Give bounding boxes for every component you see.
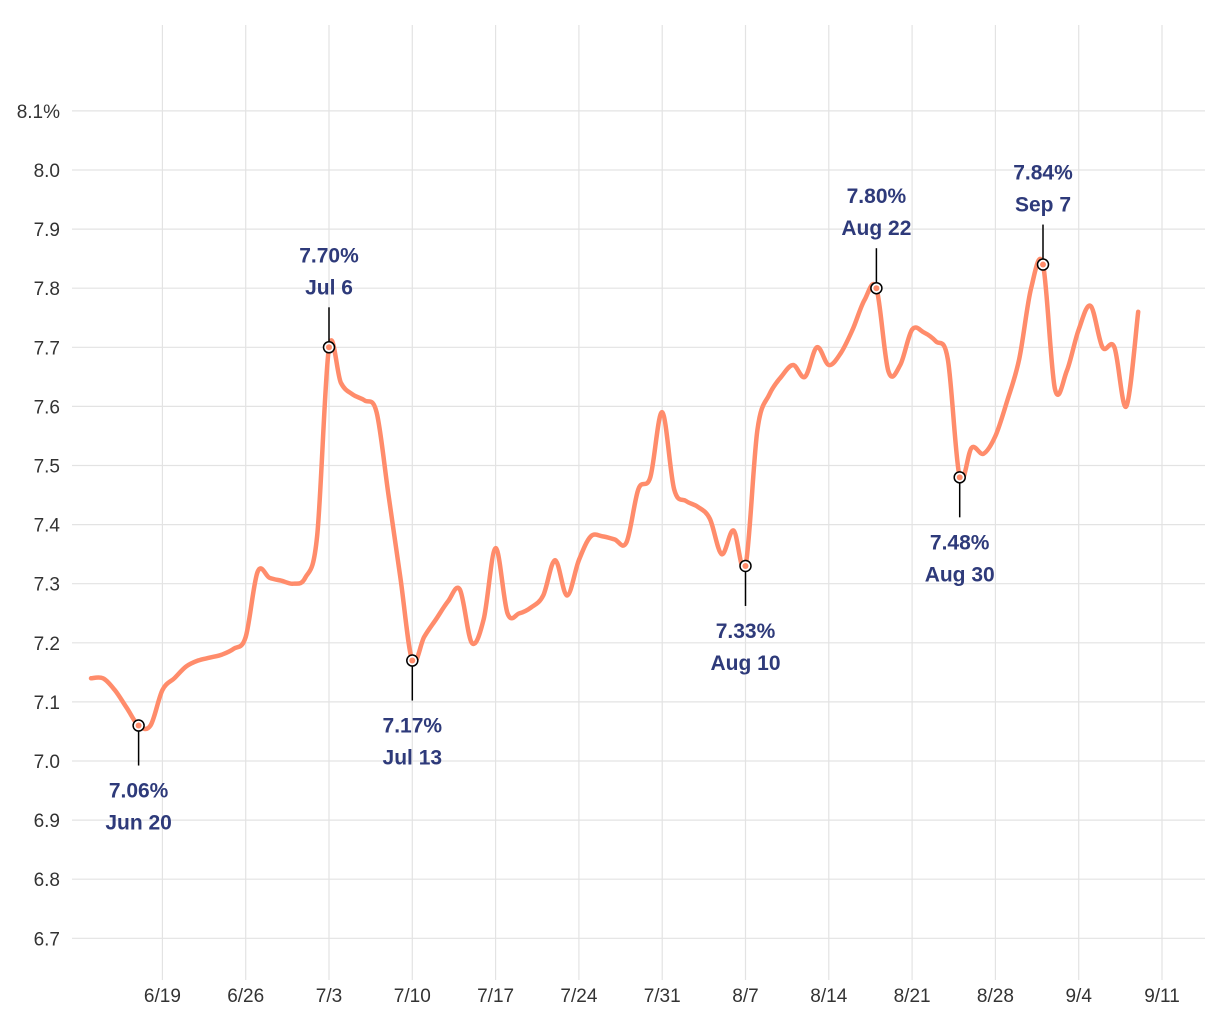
annotation-value: 7.48% — [930, 531, 990, 554]
x-tick-label: 8/14 — [810, 986, 847, 1007]
series-layer — [88, 256, 1141, 732]
y-tick-label: 7.5 — [34, 457, 60, 478]
annotation: 7.17% Jul 13 — [383, 654, 443, 770]
x-tick-label: 6/19 — [144, 986, 181, 1007]
annotation-date: Sep 7 — [1015, 194, 1071, 217]
x-tick-label: 7/3 — [316, 986, 342, 1007]
x-tick-label: 9/4 — [1065, 986, 1092, 1007]
x-tick-label: 7/24 — [560, 986, 597, 1007]
annotation-marker-fill — [135, 722, 142, 729]
annotation-date: Jul 6 — [305, 276, 353, 299]
annotation-date: Aug 10 — [710, 652, 780, 675]
y-tick-label: 7.2 — [34, 634, 60, 655]
y-tick-label: 6.7 — [34, 929, 60, 950]
annotation-marker-fill — [326, 344, 332, 351]
gridlines — [72, 25, 1205, 980]
annotation-value: 7.84% — [1013, 162, 1073, 185]
y-tick-label: 7.4 — [34, 516, 61, 537]
y-tick-label: 7.0 — [34, 752, 60, 773]
series-line — [88, 256, 1141, 732]
annotation-value: 7.17% — [383, 715, 443, 738]
x-tick-label: 8/21 — [894, 986, 931, 1007]
annotation-marker-fill — [956, 474, 963, 481]
x-tick-label: 8/7 — [732, 986, 758, 1007]
annotation-date: Jun 20 — [105, 812, 172, 835]
annotation-value: 7.80% — [847, 185, 907, 208]
annotation-marker-fill — [1040, 261, 1046, 268]
annotation-marker-fill — [409, 657, 416, 664]
annotation-value: 7.06% — [109, 780, 169, 803]
annotation: 7.48% Aug 30 — [925, 471, 995, 586]
y-tick-label: 7.1 — [34, 693, 60, 714]
annotation: 7.33% Aug 10 — [710, 559, 781, 675]
annotation: 7.06% Jun 20 — [105, 719, 172, 835]
y-tick-label: 7.8 — [34, 279, 60, 300]
annotation-date: Jul 13 — [383, 747, 443, 770]
x-tick-label: 7/31 — [644, 986, 681, 1007]
annotation-marker-fill — [873, 285, 880, 292]
x-tick-label: 7/10 — [394, 986, 431, 1007]
y-tick-label: 7.7 — [34, 338, 60, 359]
y-tick-label: 8.1% — [17, 102, 60, 123]
y-tick-label: 7.9 — [34, 220, 60, 241]
annotation: 7.70% Jul 6 — [299, 244, 359, 354]
x-tick-label: 6/26 — [227, 986, 264, 1007]
annotation: 7.84% Sep 7 — [1013, 162, 1073, 271]
x-axis-ticks: 6/19 6/26 7/3 7/10 7/17 7/24 7/31 8/7 8/14 8/21 8/… — [144, 986, 1180, 1007]
annotation-date: Aug 22 — [841, 217, 911, 240]
x-tick-label: 7/17 — [477, 986, 514, 1007]
annotations: 7.06% Jun 20 7.70% Jul 6 7.17% Jul 13 7.33% Aug… — [105, 162, 1073, 835]
y-tick-label: 7.3 — [34, 575, 60, 596]
y-tick-label: 8.0 — [34, 161, 60, 182]
annotation: 7.80% Aug 22 — [841, 185, 911, 295]
y-axis-ticks: 6.7 6.8 6.9 7.0 7.1 7.2 7.3 7.4 7.5 7.6 7.7 7.8 7.9 8… — [17, 102, 61, 950]
annotation-marker-fill — [742, 562, 749, 569]
annotation-value: 7.33% — [716, 620, 776, 643]
x-tick-label: 9/11 — [1144, 986, 1180, 1007]
annotation-value: 7.70% — [299, 244, 359, 267]
y-tick-label: 6.9 — [34, 811, 60, 832]
annotation-date: Aug 30 — [925, 563, 995, 586]
y-tick-label: 7.6 — [34, 397, 60, 418]
x-tick-label: 8/28 — [977, 986, 1014, 1007]
y-tick-label: 6.8 — [34, 870, 60, 891]
